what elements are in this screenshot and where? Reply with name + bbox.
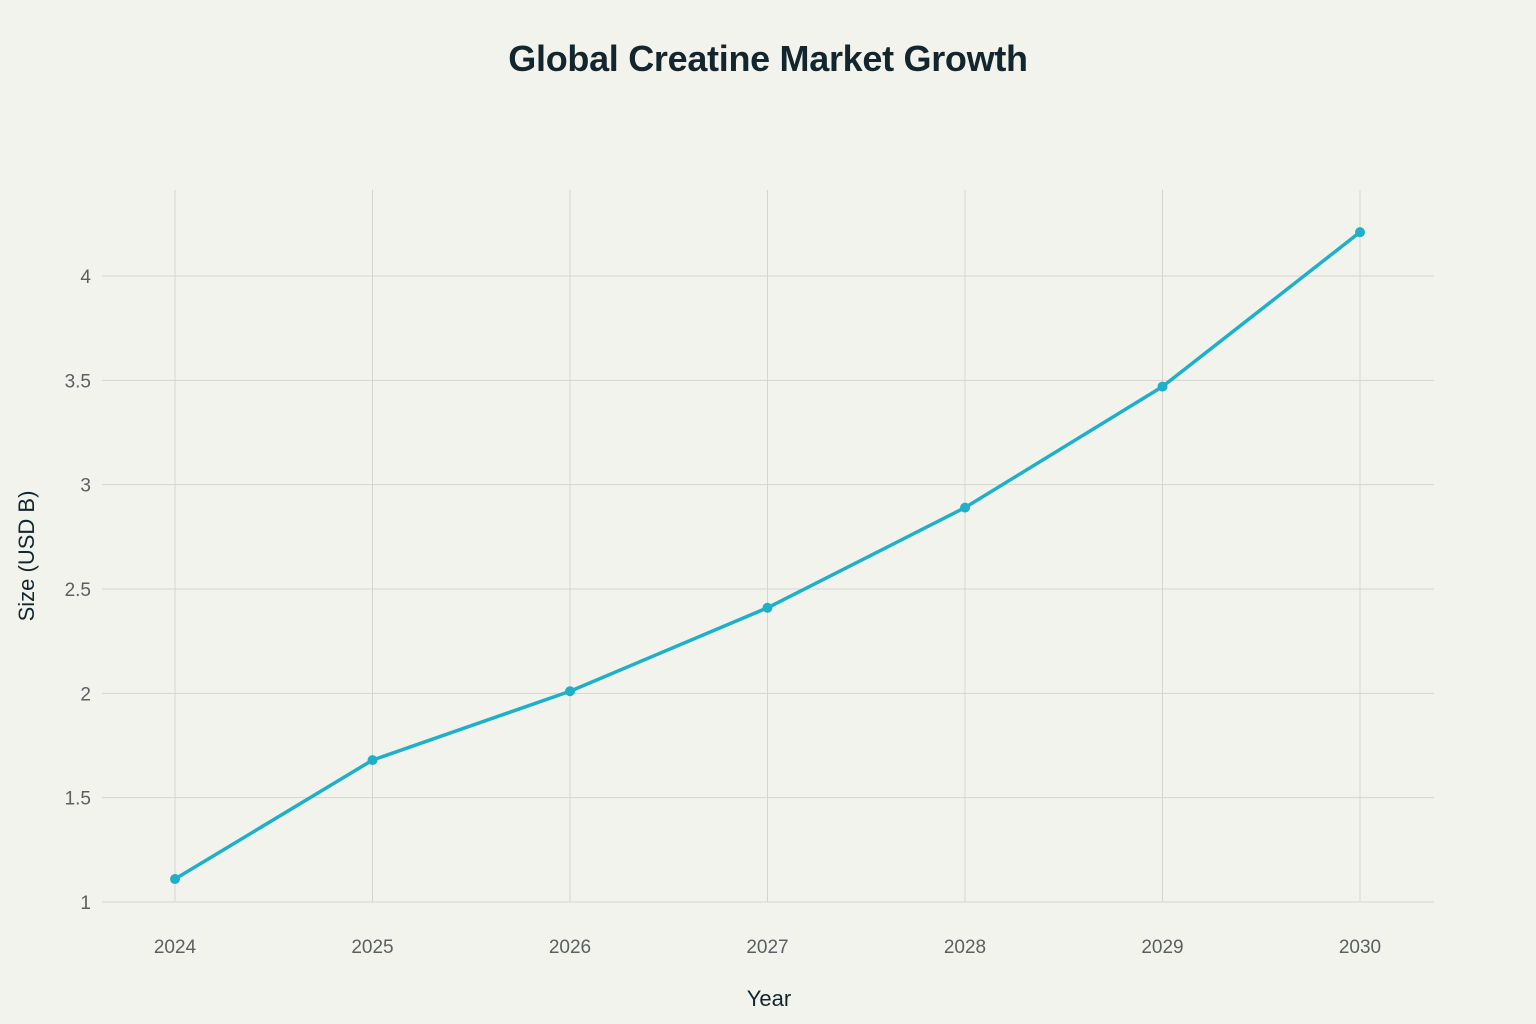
x-tick-label: 2026 [549,937,591,958]
data-point [960,502,970,513]
y-axis-title: Size (USD B) [14,491,39,622]
data-point [170,874,180,885]
x-tick-label: 2030 [1339,937,1381,958]
data-point [565,686,575,697]
x-tick-label: 2024 [154,937,197,958]
y-tick-label: 1.5 [65,789,91,810]
x-tick-label: 2028 [944,937,986,958]
y-tick-label: 2 [80,684,91,705]
x-tick-label: 2027 [746,937,788,958]
data-point [367,755,378,766]
data-point [1355,227,1365,238]
data-point [762,602,773,613]
series-layer [170,227,1365,885]
y-tick-label: 4 [80,267,91,288]
y-tick-label: 2.5 [65,580,91,601]
x-tick-label: 2029 [1141,937,1183,958]
chart-title: Global Creatine Market Growth [508,38,1028,79]
x-tick-label: 2025 [351,937,393,958]
x-axis-title: Year [747,986,791,1011]
grid-lines [102,190,1434,903]
y-tick-label: 1 [80,893,91,914]
y-tick-label: 3.5 [65,371,91,392]
data-point [1157,381,1168,392]
axes: 2024 2025 2026 2027 2028 2029 2030 1 1.5 2 2.5 3 3.5… [65,267,1382,958]
y-tick-label: 3 [80,476,91,497]
